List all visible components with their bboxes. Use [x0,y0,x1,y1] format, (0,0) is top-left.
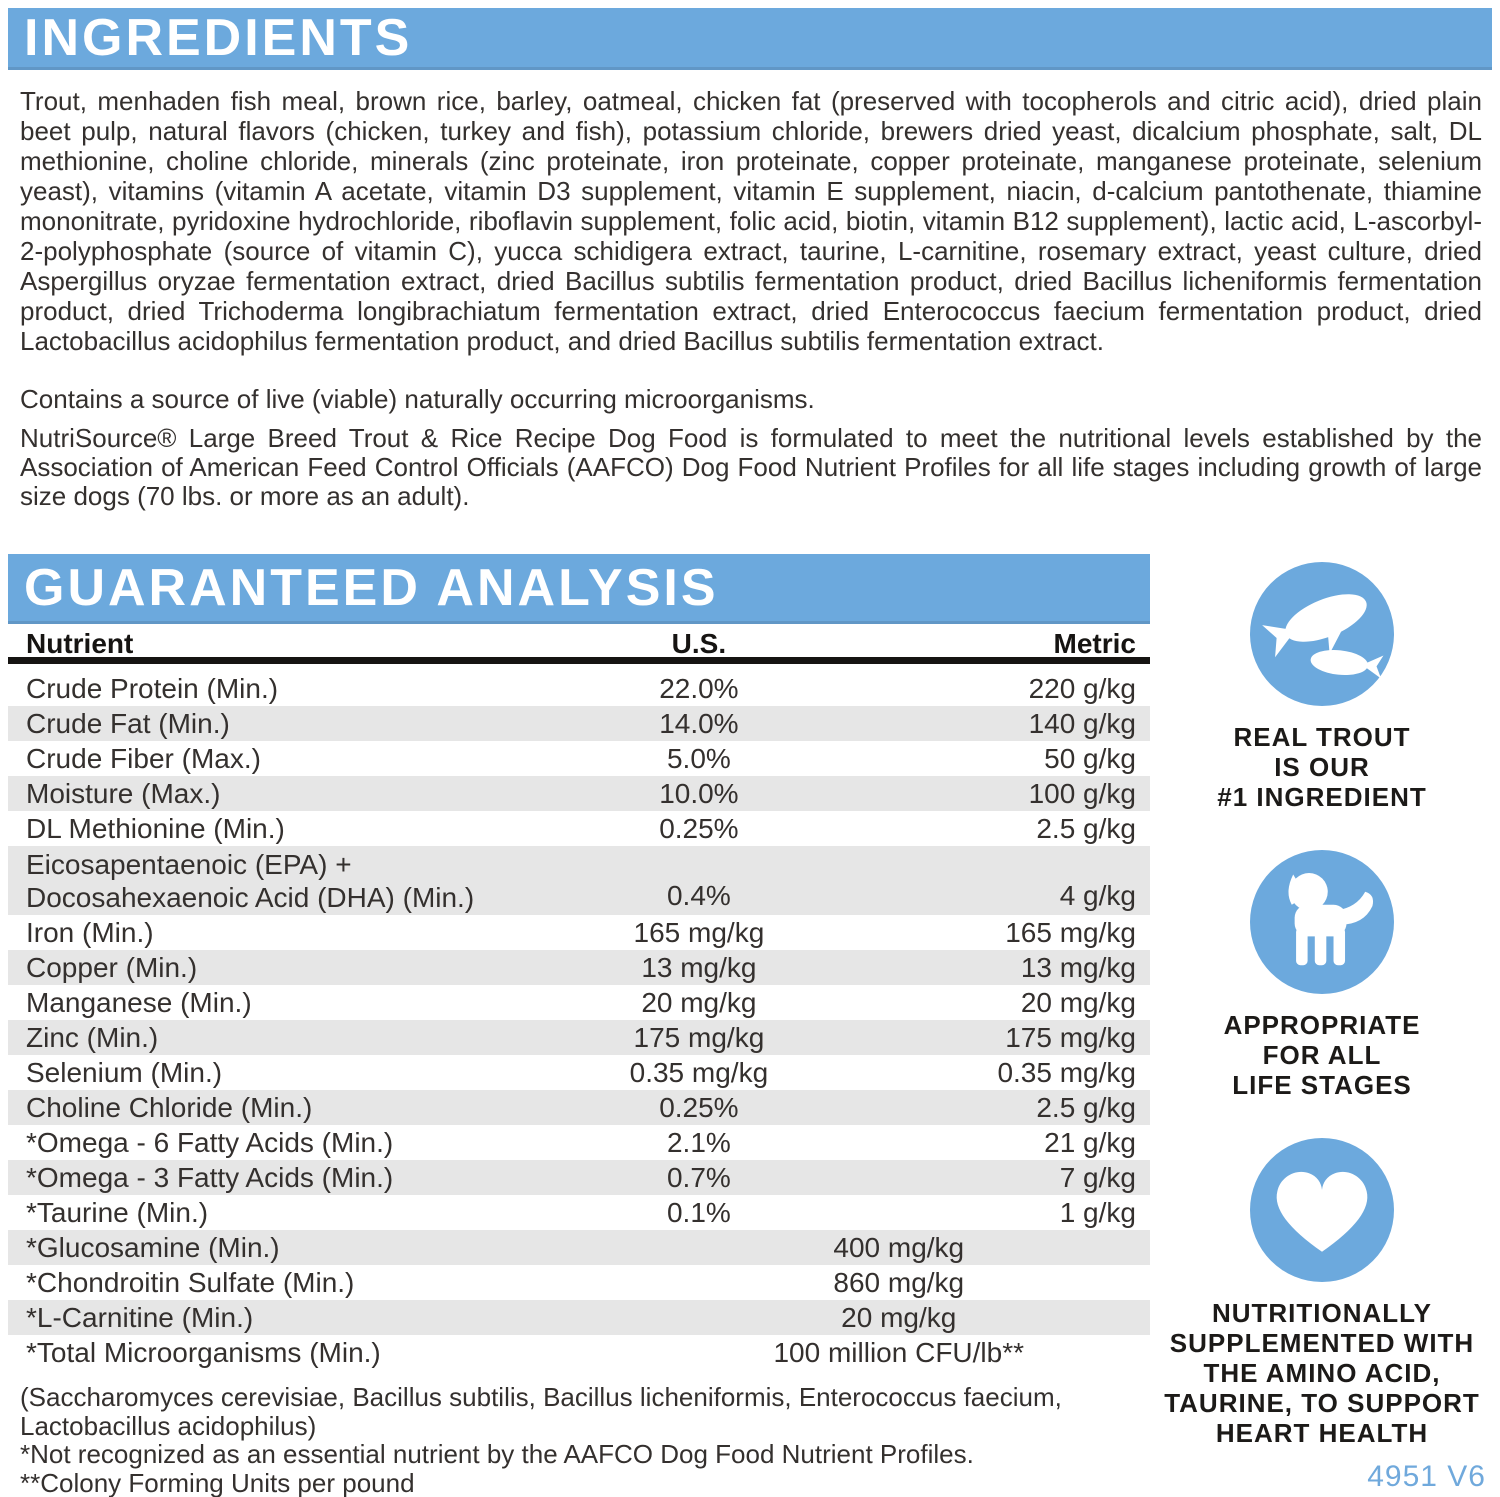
nutrient-name: Iron (Min.) [26,917,154,948]
nutrient-name: DL Methionine (Min.) [26,813,285,844]
nutrient-name: *Omega - 6 Fatty Acids (Min.) [26,1127,394,1158]
nutrient-metric-value: 2.5 g/kg [1036,1092,1136,1123]
ingredients-paragraph: Trout, menhaden fish meal, brown rice, b… [20,86,1482,356]
column-header-nutrient: Nutrient [26,628,134,659]
nutrient-us-value: 165 mg/kg [633,917,765,948]
trout-icon [1250,562,1394,706]
ingredients-header-band: INGREDIENTS [8,8,1492,70]
nutrient-value: 400 mg/kg [833,1232,965,1263]
table-row: Copper (Min.) 13 mg/kg 13 mg/kg [8,950,1150,985]
nutrient-name: *Taurine (Min.) [26,1197,209,1228]
nutrient-us-value: 22.0% [659,673,739,704]
nutrient-us-value: 20 mg/kg [641,987,757,1018]
nutrient-name: Copper (Min.) [26,952,198,983]
table-row: *Chondroitin Sulfate (Min.) 860 mg/kg [8,1265,1150,1300]
table-row: Moisture (Max.) 10.0% 100 g/kg [8,776,1150,811]
nutrient-metric-value: 20 mg/kg [1020,987,1136,1018]
ingredients-title: INGREDIENTS [24,8,413,67]
table-row: Crude Protein (Min.) 22.0% 220 g/kg [8,671,1150,706]
table-row: Crude Fat (Min.) 14.0% 140 g/kg [8,706,1150,741]
nutrient-name: Moisture (Max.) [26,778,221,809]
aafco-statement: NutriSource® Large Breed Trout & Rice Re… [20,423,1482,511]
table-row: DL Methionine (Min.) 0.25% 2.5 g/kg [8,811,1150,846]
guaranteed-analysis-title: GUARANTEED ANALYSIS [24,558,719,617]
nutrient-name: *Glucosamine (Min.) [26,1232,280,1263]
column-header-us: U.S. [671,628,727,659]
nutrient-name: *Total Microorganisms (Min.) [26,1337,381,1368]
table-row: Zinc (Min.) 175 mg/kg 175 mg/kg [8,1020,1150,1055]
nutrient-name: Manganese (Min.) [26,987,252,1018]
table-row: *Total Microorganisms (Min.) 100 million … [8,1335,1150,1370]
guaranteed-analysis-header-band: GUARANTEED ANALYSIS [8,554,1150,624]
table-row: Manganese (Min.) 20 mg/kg 20 mg/kg [8,985,1150,1020]
table-row: Eicosapentaenoic (EPA) + Docosahexaenoic … [8,846,1150,915]
table-row: *Taurine (Min.) 0.1% 1 g/kg [8,1195,1150,1230]
footnote-microorganism-list: (Saccharomyces cerevisiae, Bacillus subt… [20,1382,1062,1441]
nutrient-metric-value: 21 g/kg [1044,1127,1136,1158]
nutrient-us-value: 0.35 mg/kg [629,1057,769,1088]
table-row: *Omega - 6 Fatty Acids (Min.) 2.1% 21 g/kg [8,1125,1150,1160]
nutrient-metric-value: 0.35 mg/kg [997,1057,1136,1088]
footnotes: (Saccharomyces cerevisiae, Bacillus subt… [20,1383,1136,1497]
nutrient-metric-value: 220 g/kg [1028,673,1136,704]
nutrient-us-value: 175 mg/kg [633,1022,765,1053]
badge-heart-health: NUTRITIONALLY SUPPLEMENTED WITH THE AMIN… [1148,1138,1496,1448]
nutrient-us-value: 0.4% [666,880,731,911]
badge-real-trout-caption: REAL TROUT IS OUR #1 INGREDIENT [1217,722,1427,812]
heart-icon [1250,1138,1394,1282]
nutrient-us-value: 14.0% [659,708,739,739]
table-row: *Omega - 3 Fatty Acids (Min.) 0.7% 7 g/kg [8,1160,1150,1195]
badge-heart-health-caption: NUTRITIONALLY SUPPLEMENTED WITH THE AMIN… [1164,1298,1480,1448]
footnote-cfu: **Colony Forming Units per pound [20,1467,415,1497]
nutrient-name: Zinc (Min.) [26,1022,159,1053]
nutrient-metric-value: 2.5 g/kg [1036,813,1136,844]
nutrient-us-value: 0.25% [659,1092,739,1123]
puppy-icon [1250,850,1394,994]
nutrient-name: *Omega - 3 Fatty Acids (Min.) [26,1162,394,1193]
table-row: Crude Fiber (Max.) 5.0% 50 g/kg [8,741,1150,776]
nutrient-metric-value: 175 mg/kg [1005,1022,1136,1053]
nutrient-name: Eicosapentaenoic (EPA) + Docosahexaenoic … [26,848,475,913]
nutrient-us-value: 0.7% [666,1162,731,1193]
analysis-table-body: Crude Protein (Min.) 22.0% 220 g/kg Crude F… [8,671,1150,1370]
nutrient-name: Choline Chloride (Min.) [26,1092,313,1123]
footnote-not-recognized: *Not recognized as an essential nutrient… [20,1439,974,1469]
analysis-table-header: Nutrient U.S. Metric [8,628,1150,664]
nutrient-us-value: 5.0% [666,743,731,774]
nutrient-metric-value: 7 g/kg [1059,1162,1136,1193]
table-row: Iron (Min.) 165 mg/kg 165 mg/kg [8,915,1150,950]
table-row: *Glucosamine (Min.) 400 mg/kg [8,1230,1150,1265]
nutrient-value: 20 mg/kg [841,1302,957,1333]
label-version-code: 4951 V6 [1367,1460,1486,1493]
nutrient-name: Crude Fat (Min.) [26,708,230,739]
nutrient-us-value: 10.0% [659,778,739,809]
nutrient-name: *Chondroitin Sulfate (Min.) [26,1267,355,1298]
nutrient-value: 100 million CFU/lb** [773,1337,1025,1368]
table-row: Choline Chloride (Min.) 0.25% 2.5 g/kg [8,1090,1150,1125]
nutrient-name: *L-Carnitine (Min.) [26,1302,254,1333]
nutrient-name: Selenium (Min.) [26,1057,223,1088]
table-row: Selenium (Min.) 0.35 mg/kg 0.35 mg/kg [8,1055,1150,1090]
nutrient-us-value: 13 mg/kg [641,952,757,983]
nutrient-name: Crude Fiber (Max.) [26,743,261,774]
nutrient-metric-value: 140 g/kg [1028,708,1136,739]
nutrient-us-value: 0.1% [666,1197,731,1228]
nutrient-metric-value: 50 g/kg [1044,743,1136,774]
nutrient-metric-value: 165 mg/kg [1005,917,1136,948]
column-header-metric: Metric [1053,628,1136,659]
nutrient-value: 860 mg/kg [833,1267,965,1298]
badge-life-stages: APPROPRIATE FOR ALL LIFE STAGES [1148,850,1496,1100]
nutrient-metric-value: 4 g/kg [1059,880,1136,911]
nutrient-us-value: 0.25% [659,813,739,844]
microorganisms-note: Contains a source of live (viable) natur… [20,384,815,414]
nutrient-metric-value: 1 g/kg [1059,1197,1136,1228]
badge-life-stages-caption: APPROPRIATE FOR ALL LIFE STAGES [1223,1010,1421,1100]
nutrient-name: Crude Protein (Min.) [26,673,279,704]
nutrient-metric-value: 100 g/kg [1028,778,1136,809]
badge-real-trout: REAL TROUT IS OUR #1 INGREDIENT [1148,562,1496,812]
nutrient-metric-value: 13 mg/kg [1020,952,1136,983]
nutrient-us-value: 2.1% [666,1127,731,1158]
table-row: *L-Carnitine (Min.) 20 mg/kg [8,1300,1150,1335]
